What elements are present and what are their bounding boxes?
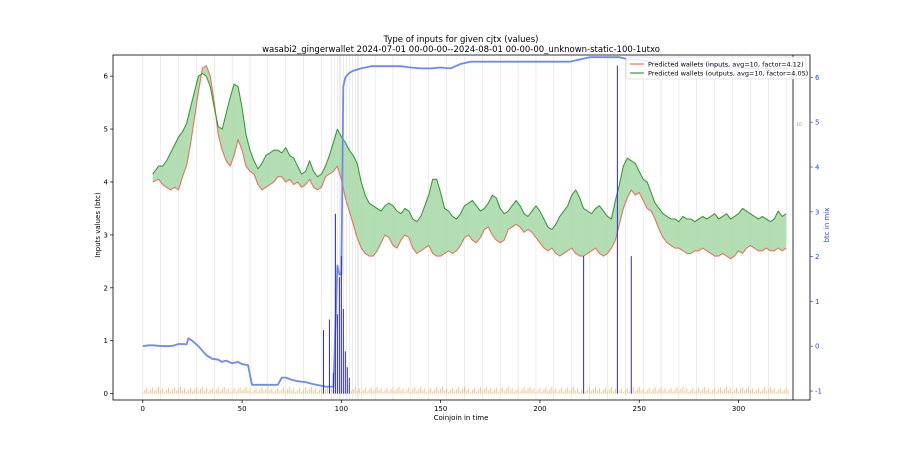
x-tick-label: 150 — [434, 405, 447, 413]
chart-subtitle: wasabi2_gingerwallet 2024-07-01 00-00-00… — [262, 45, 660, 55]
y-tick-label: 5 — [104, 126, 108, 134]
legend-box — [625, 56, 807, 80]
y-tick-label: 1 — [104, 337, 108, 345]
inner-axis-label: 10 — [796, 122, 802, 128]
spike-bars — [322, 65, 632, 394]
y-tick-label-right: 2 — [815, 253, 819, 261]
fill-area — [152, 65, 787, 259]
x-tick-label: 200 — [533, 405, 546, 413]
fill-between — [152, 65, 787, 259]
legend-entry: Predicted wallets (outputs, avg=10, fact… — [648, 69, 808, 77]
x-tick-label: 300 — [732, 405, 745, 413]
series-line-outputs — [152, 72, 787, 231]
y-tick-label: 6 — [104, 73, 109, 81]
x-tick-label: 250 — [633, 405, 646, 413]
y-tick-label: 0 — [104, 390, 108, 398]
series-line-inputs — [152, 65, 787, 260]
legend: Predicted wallets (inputs, avg=10, facto… — [625, 56, 808, 80]
chart-title: Type of inputs for given cjtx (values) — [383, 35, 539, 45]
y-tick-label-right: 6 — [815, 74, 820, 82]
y-tick-label-right: 1 — [815, 298, 819, 306]
y-tick-label: 2 — [104, 284, 108, 292]
x-tick-label: 0 — [141, 405, 145, 413]
y-tick-label-right: 3 — [815, 208, 819, 216]
y-tick-label: 3 — [104, 231, 108, 239]
y-axis-label: Inputs values (btc) — [94, 192, 102, 258]
y-tick-label-right: 0 — [815, 343, 819, 351]
x-tick-label: 50 — [238, 405, 247, 413]
y-tick-label: 4 — [104, 178, 109, 186]
y-tick-label-right: 5 — [815, 119, 819, 127]
y-tick-label-right: 4 — [815, 164, 820, 172]
axes: 0 50 100 150 200 250 300 0 1 2 3 4 5 6 -1 0 1 2 3 4 5 6 10 — [104, 54, 822, 413]
y-tick-label-right: -1 — [815, 388, 822, 396]
plot-frame — [112, 54, 811, 401]
x-axis-label: Coinjoin in time — [434, 414, 489, 422]
legend-entry: Predicted wallets (inputs, avg=10, facto… — [648, 60, 804, 68]
x-tick-label: 100 — [335, 405, 348, 413]
tiny-bars — [142, 386, 789, 394]
y-axis-label-right: btc in mix — [823, 208, 831, 243]
